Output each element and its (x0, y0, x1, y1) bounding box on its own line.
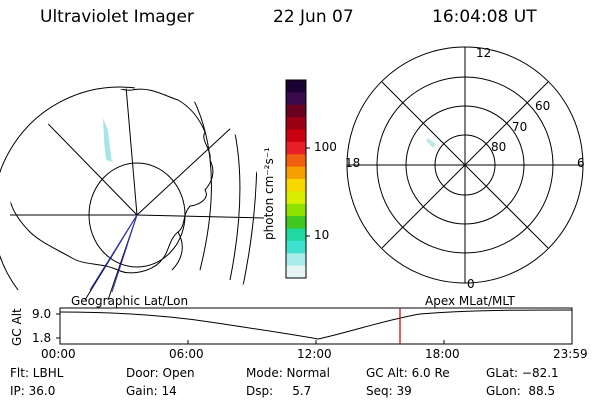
mode-value: Mode: Normal (246, 366, 330, 380)
mlt-label-0: 0 (467, 277, 475, 291)
color-bar-segment (286, 141, 306, 155)
filter-value: Flt: LBHL (10, 366, 64, 380)
altitude-strip (56, 307, 573, 345)
alt-min-label: 1.8 (32, 331, 52, 345)
color-bar-segment (286, 104, 306, 118)
glon-value: GLon: 88.5 (486, 384, 556, 398)
colorbar-label-10: 10 (314, 228, 330, 242)
color-bar-segment (286, 216, 306, 230)
color-bar-segment (286, 179, 306, 192)
ip-value: IP: 36.0 (10, 384, 56, 398)
mlt-label-18: 18 (345, 156, 361, 170)
peninsula (171, 231, 183, 271)
geographic-label: Geographic Lat/Lon (71, 294, 189, 308)
time-tick-1800: 18:00 (425, 347, 460, 361)
time-tick-2359: 23:59 (553, 347, 588, 361)
alt-max-label: 9.0 (32, 307, 52, 321)
aurora-patch (103, 118, 112, 162)
time-label: 16:04:08 UT (432, 7, 537, 27)
lat-label-80: 80 (491, 140, 507, 154)
lat-label-60: 60 (535, 99, 551, 113)
color-bar-segment (286, 154, 306, 168)
geographic-map (0, 86, 264, 301)
colorbar-unit-label: photon cm⁻²s⁻¹ (262, 147, 276, 240)
colorbar-label-100: 100 (314, 140, 337, 154)
time-tick-0600: 06:00 (169, 347, 204, 361)
time-tick-1200: 12:00 (297, 347, 332, 361)
altitude-curve (59, 309, 573, 340)
polar-aurora (426, 138, 436, 148)
color-bar-segment (286, 253, 306, 267)
color-bar (286, 80, 306, 279)
color-bar-segment (286, 129, 306, 143)
color-bar-segment (286, 80, 306, 93)
lat-label-70: 70 (512, 120, 528, 134)
seq-value: Seq: 39 (366, 384, 412, 398)
color-bar-segment (286, 166, 306, 180)
color-bar-segment (286, 240, 306, 254)
color-bar-segment (286, 117, 306, 131)
apex-label: Apex MLat/MLT (425, 294, 515, 308)
instrument-title: Ultraviolet Imager (40, 7, 194, 27)
coastline (10, 88, 214, 274)
color-bar-frame (285, 79, 307, 279)
color-bar-segment (286, 92, 306, 106)
mlt-label-12: 12 (476, 46, 492, 60)
mlt-label-6: 6 (577, 156, 585, 170)
door-value: Door: Open (126, 366, 195, 380)
date-label: 22 Jun 07 (273, 7, 354, 27)
gc-alt-value: GC Alt: 6.0 Re (366, 366, 450, 380)
glat-value: GLat: −82.1 (486, 366, 559, 380)
color-bar-segment (286, 203, 306, 217)
color-bar-segment (286, 191, 306, 205)
gain-value: Gain: 14 (126, 384, 177, 398)
polar-grid (346, 46, 584, 284)
time-tick-0000: 00:00 (41, 347, 76, 361)
color-bar-segment (286, 228, 306, 242)
dsp-value: Dsp: 5.7 (246, 384, 312, 398)
alt-axis-label: GC Alt (10, 308, 24, 346)
color-bar-segment (286, 265, 306, 279)
